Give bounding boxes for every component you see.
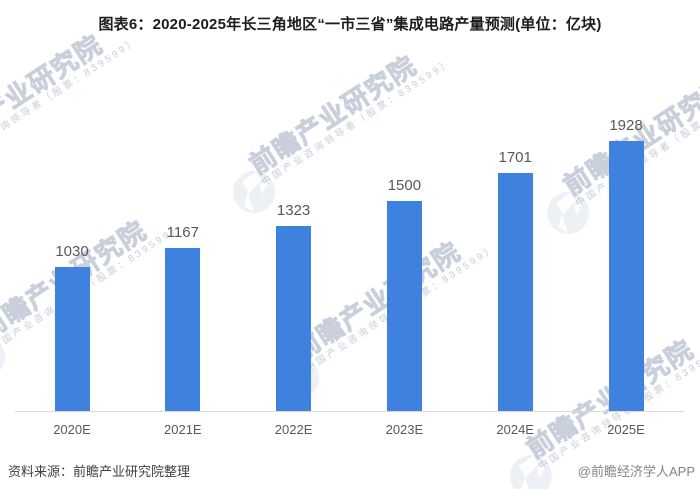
x-tick-label: 2022E — [274, 422, 313, 437]
x-axis-line — [15, 411, 684, 412]
bar-2021E — [165, 248, 201, 411]
bar-value-label: 1928 — [609, 117, 643, 134]
bar-2024E — [497, 173, 533, 411]
chart-title: 图表6：2020-2025年长三角地区“一市三省”集成电路产量预测(单位：亿块) — [98, 16, 602, 33]
x-tick-label: 2023E — [385, 422, 424, 437]
bar-2020E — [54, 267, 90, 411]
bar-2023E — [386, 201, 422, 411]
bar-value-label: 1030 — [55, 243, 89, 260]
x-tick-label: 2021E — [164, 422, 202, 437]
x-tick-label: 2025E — [607, 422, 645, 437]
bar-value-label: 1167 — [166, 224, 199, 241]
x-tick-label: 2020E — [53, 422, 91, 437]
bar-2022E — [276, 226, 312, 411]
bar-value-label: 1500 — [387, 177, 422, 194]
bar-value-label: 1323 — [276, 202, 311, 219]
bar-2025E — [608, 141, 644, 411]
credit-note: @前瞻经济学人APP — [577, 464, 695, 479]
source-note: 资料来源：前瞻产业研究院整理 — [8, 464, 191, 479]
x-tick-label: 2024E — [496, 422, 534, 437]
bar-value-label: 1701 — [498, 149, 532, 166]
